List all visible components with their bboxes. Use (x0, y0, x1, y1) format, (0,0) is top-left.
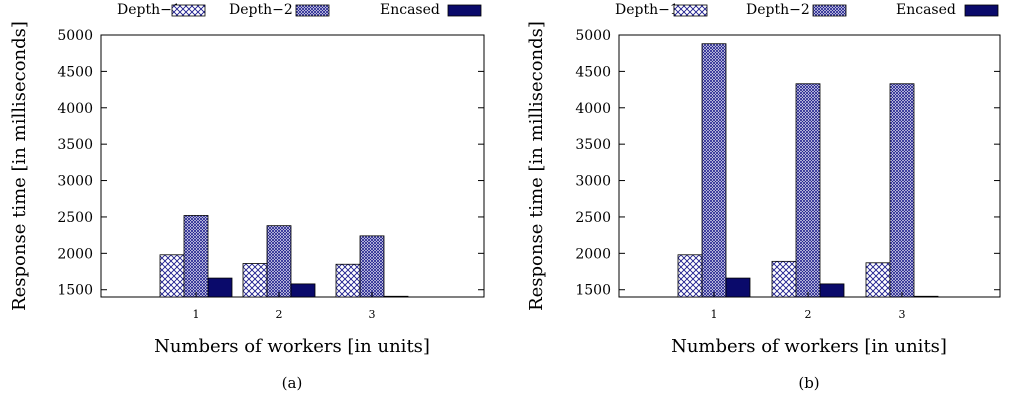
bar-depth-1-2 (771, 260, 797, 298)
legend-swatch-encased (447, 4, 482, 17)
chart-panel-a: Depth−1 Depth−2 Encased 1500 2000 2500 3000… (9, 2, 485, 392)
y-tick-label: 2000 (57, 246, 93, 262)
y-tick-label: 1500 (57, 283, 93, 299)
plot-frame (100, 34, 485, 298)
legend-swatch-encased (964, 4, 999, 17)
legend: Depth−1 Depth−2 Encased (117, 2, 482, 18)
x-axis: 1 2 3 (711, 292, 906, 321)
legend-swatch-depth-1 (171, 4, 206, 17)
y-tick-label: 2000 (575, 246, 611, 262)
y-tick-label: 3000 (57, 174, 93, 190)
bar-encased-3 (913, 295, 939, 298)
bar-encased-1 (207, 277, 233, 298)
bar-depth-1-3 (865, 262, 891, 298)
y-tick-label: 3000 (575, 174, 611, 190)
bar-depth-2-3 (359, 235, 385, 298)
legend-label-depth-2: Depth−2 (229, 2, 293, 18)
bars (159, 215, 409, 298)
bar-depth-1-3 (335, 263, 361, 298)
bar-depth-1-1 (159, 254, 185, 298)
y-axis: 1500 2000 2500 3000 3500 4000 4500 5000 (575, 28, 1000, 299)
x-axis-label: Numbers of workers [in units] (154, 336, 430, 357)
y-tick-label: 4000 (575, 101, 611, 117)
legend-swatch-depth-2 (812, 4, 847, 17)
bar-depth-2-2 (266, 225, 292, 298)
legend-label-encased: Encased (896, 2, 956, 18)
y-tick-label: 4000 (57, 101, 93, 117)
bar-encased-1 (725, 277, 751, 298)
legend-label-depth-2: Depth−2 (746, 2, 810, 18)
x-tick-label: 3 (369, 308, 376, 321)
legend-swatch-depth-2 (295, 4, 330, 17)
bar-encased-3 (383, 295, 409, 298)
y-tick-label: 5000 (57, 28, 93, 44)
bars (677, 43, 939, 298)
x-axis: 1 2 3 (193, 292, 376, 321)
bar-depth-2-2 (795, 83, 821, 298)
caption: (b) (798, 374, 819, 392)
legend-label-depth-1: Depth−1 (117, 2, 181, 18)
y-tick-label: 2500 (57, 210, 93, 226)
legend: Depth−1 Depth−2 Encased (615, 2, 999, 18)
x-tick-label: 3 (899, 308, 906, 321)
x-axis-label: Numbers of workers [in units] (671, 336, 947, 357)
x-tick-label: 2 (805, 308, 812, 321)
x-tick-label: 1 (711, 308, 718, 321)
y-tick-label: 2500 (575, 210, 611, 226)
bar-depth-2-3 (889, 83, 915, 298)
caption: (a) (282, 374, 303, 392)
chart-panel-b: Depth−1 Depth−2 Encased 1500 2000 2500 3000… (526, 2, 1001, 392)
bar-depth-2-1 (701, 43, 727, 298)
bar-depth-2-1 (183, 215, 209, 298)
y-tick-label: 4500 (575, 64, 611, 80)
bar-encased-2 (290, 283, 316, 298)
y-tick-label: 4500 (57, 64, 93, 80)
legend-label-encased: Encased (380, 2, 440, 18)
y-tick-label: 3500 (575, 137, 611, 153)
bar-depth-1-2 (242, 263, 268, 298)
x-tick-label: 1 (193, 308, 200, 321)
y-axis-label: Response time [in milliseconds] (9, 21, 30, 311)
bar-depth-1-1 (677, 254, 703, 298)
y-axis: 1500 2000 2500 3000 3500 4000 4500 5000 (57, 28, 484, 299)
bar-encased-2 (819, 283, 845, 298)
y-tick-label: 1500 (575, 283, 611, 299)
x-tick-label: 2 (276, 308, 283, 321)
y-tick-label: 3500 (57, 137, 93, 153)
legend-swatch-depth-1 (673, 4, 708, 17)
y-tick-label: 5000 (575, 28, 611, 44)
legend-label-depth-1: Depth−1 (615, 2, 679, 18)
y-axis-label: Response time [in milliseconds] (526, 21, 547, 311)
